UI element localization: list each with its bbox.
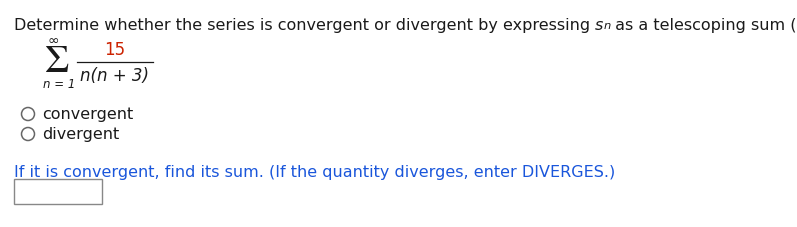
Text: ∞: ∞ (48, 34, 60, 48)
Bar (14, 179, 102, 204)
Text: convergent: convergent (42, 107, 133, 122)
Text: 15: 15 (104, 41, 126, 59)
Text: n = 1: n = 1 (43, 78, 76, 91)
Text: n(n + 3): n(n + 3) (80, 67, 150, 85)
Text: s: s (595, 18, 603, 33)
Text: as a telescoping sum (as in this: as a telescoping sum (as in this (610, 18, 797, 33)
Text: divergent: divergent (42, 127, 120, 142)
Text: Determine whether the series is convergent or divergent by expressing: Determine whether the series is converge… (14, 18, 595, 33)
Text: If it is convergent, find its sum. (If the quantity diverges, enter DIVERGES.): If it is convergent, find its sum. (If t… (14, 164, 615, 179)
Text: Σ: Σ (45, 45, 69, 80)
Text: n: n (603, 21, 611, 31)
